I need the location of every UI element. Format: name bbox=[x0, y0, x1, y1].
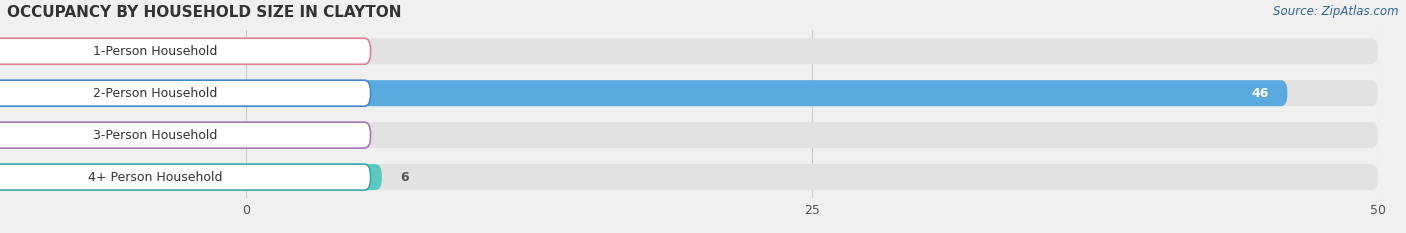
FancyBboxPatch shape bbox=[0, 122, 371, 148]
FancyBboxPatch shape bbox=[246, 38, 1378, 64]
Text: 0: 0 bbox=[264, 129, 273, 142]
FancyBboxPatch shape bbox=[246, 164, 382, 190]
Text: 4+ Person Household: 4+ Person Household bbox=[89, 171, 222, 184]
Text: 2-Person Household: 2-Person Household bbox=[93, 87, 218, 100]
Text: 46: 46 bbox=[1251, 87, 1270, 100]
FancyBboxPatch shape bbox=[246, 80, 1288, 106]
Text: OCCUPANCY BY HOUSEHOLD SIZE IN CLAYTON: OCCUPANCY BY HOUSEHOLD SIZE IN CLAYTON bbox=[7, 5, 402, 20]
FancyBboxPatch shape bbox=[0, 164, 371, 190]
FancyBboxPatch shape bbox=[246, 122, 1378, 148]
FancyBboxPatch shape bbox=[0, 38, 371, 64]
Text: 6: 6 bbox=[399, 171, 409, 184]
Text: 0: 0 bbox=[264, 45, 273, 58]
Text: 3-Person Household: 3-Person Household bbox=[93, 129, 218, 142]
FancyBboxPatch shape bbox=[0, 80, 371, 106]
Text: Source: ZipAtlas.com: Source: ZipAtlas.com bbox=[1274, 5, 1399, 18]
FancyBboxPatch shape bbox=[246, 164, 1378, 190]
Text: 1-Person Household: 1-Person Household bbox=[93, 45, 218, 58]
FancyBboxPatch shape bbox=[246, 80, 1378, 106]
